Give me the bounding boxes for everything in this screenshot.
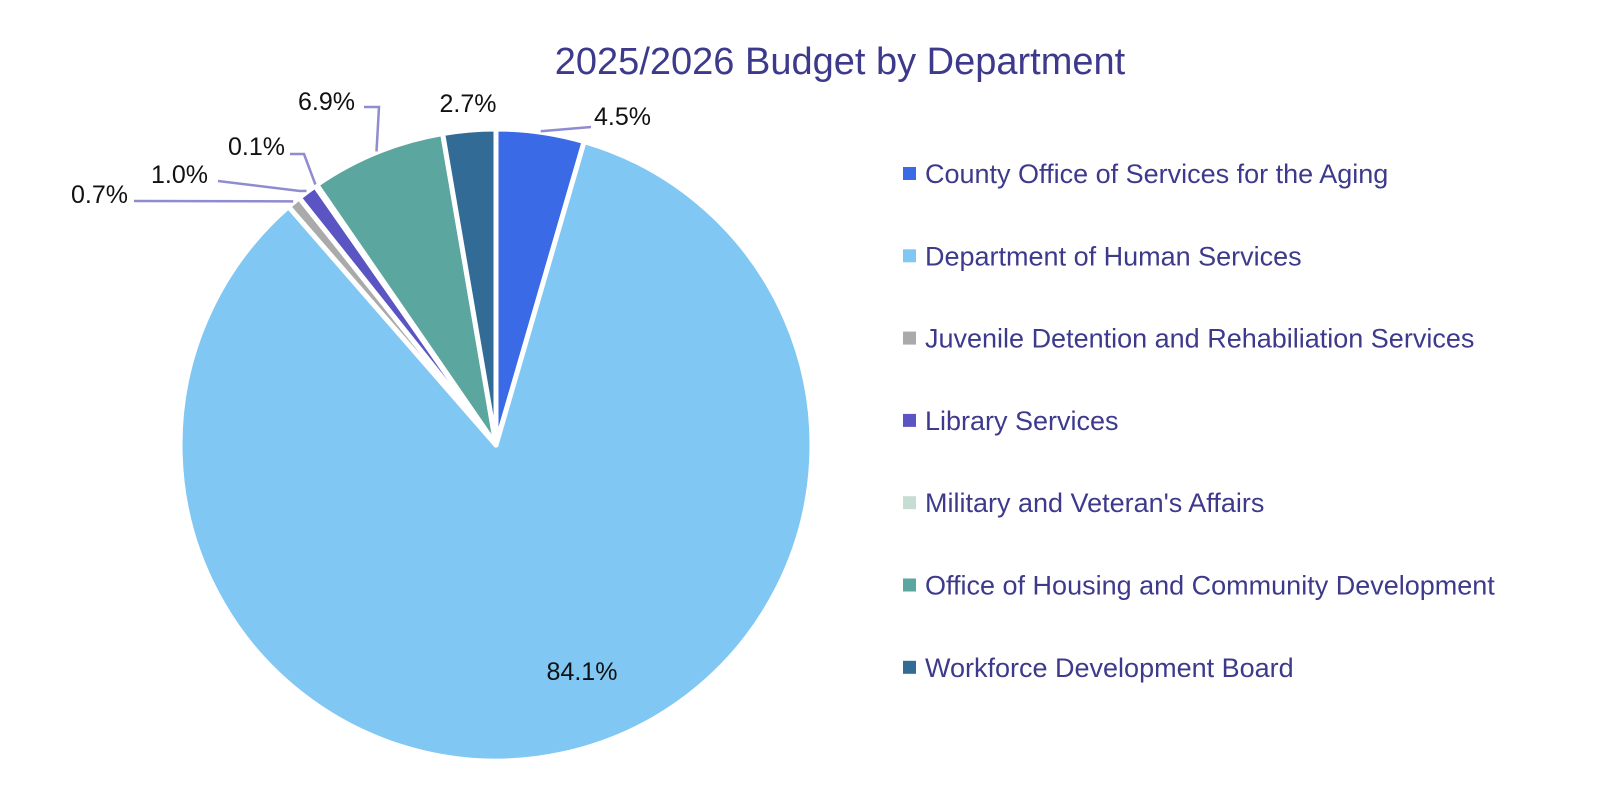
legend-label-military-and-veteran-s-affairs: Military and Veteran's Affairs [925,488,1264,518]
leader-lines [133,105,592,203]
legend-label-juvenile-detention-and-rehabiliation-services: Juvenile Detention and Rehabiliation Ser… [925,324,1474,354]
legend-swatch-juvenile-detention-and-rehabiliation-services [903,331,916,345]
leader-line-office-of-housing-and-community-development [364,105,381,152]
data-label-workforce-development-board: 2.7% [440,90,497,118]
legend-label-department-of-human-services: Department of Human Services [925,241,1302,271]
data-label-county-office-of-services-for-the-aging: 4.5% [594,103,651,131]
legend-label-county-office-of-services-for-the-aging: County Office of Services for the Aging [925,159,1388,189]
legend-swatch-county-office-of-services-for-the-aging [903,167,916,180]
slice-department-of-human-services [177,139,815,764]
data-label-department-of-human-services: 84.1% [547,658,618,686]
legend-swatch-department-of-human-services [903,249,916,263]
pie-slices [177,126,815,764]
legend: County Office of Services for the Aging D… [903,159,1495,683]
legend-swatch-office-of-housing-and-community-development [903,578,916,592]
legend-label-office-of-housing-and-community-development: Office of Housing and Community Developm… [925,571,1495,601]
leader-line-county-office-of-services-for-the-aging [540,125,592,133]
data-label-military-and-veteran-s-affairs: 0.1% [228,133,285,161]
legend-swatch-workforce-development-board [903,660,916,674]
legend-swatch-military-and-veteran-s-affairs [903,496,916,510]
data-label-library-services: 1.0% [151,161,208,189]
slice-office-of-housing-and-community-development [314,131,499,448]
data-label-office-of-housing-and-community-development: 6.9% [298,88,355,116]
leader-line-library-services [217,179,307,193]
slice-workforce-development-board [440,126,499,448]
legend-label-workforce-development-board: Workforce Development Board [925,653,1294,683]
legend-label-library-services: Library Services [925,406,1119,436]
chart-title: 2025/2026 Budget by Department [555,41,1126,83]
legend-swatch-library-services [903,413,916,427]
data-labels: 4.5% 84.1% 0.7% 1.0% 0.1% 6.9% 2.7% [71,88,651,686]
leader-line-military-and-veteran-s-affairs [290,152,317,185]
data-label-juvenile-detention-and-rehabiliation-services: 0.7% [71,181,128,209]
